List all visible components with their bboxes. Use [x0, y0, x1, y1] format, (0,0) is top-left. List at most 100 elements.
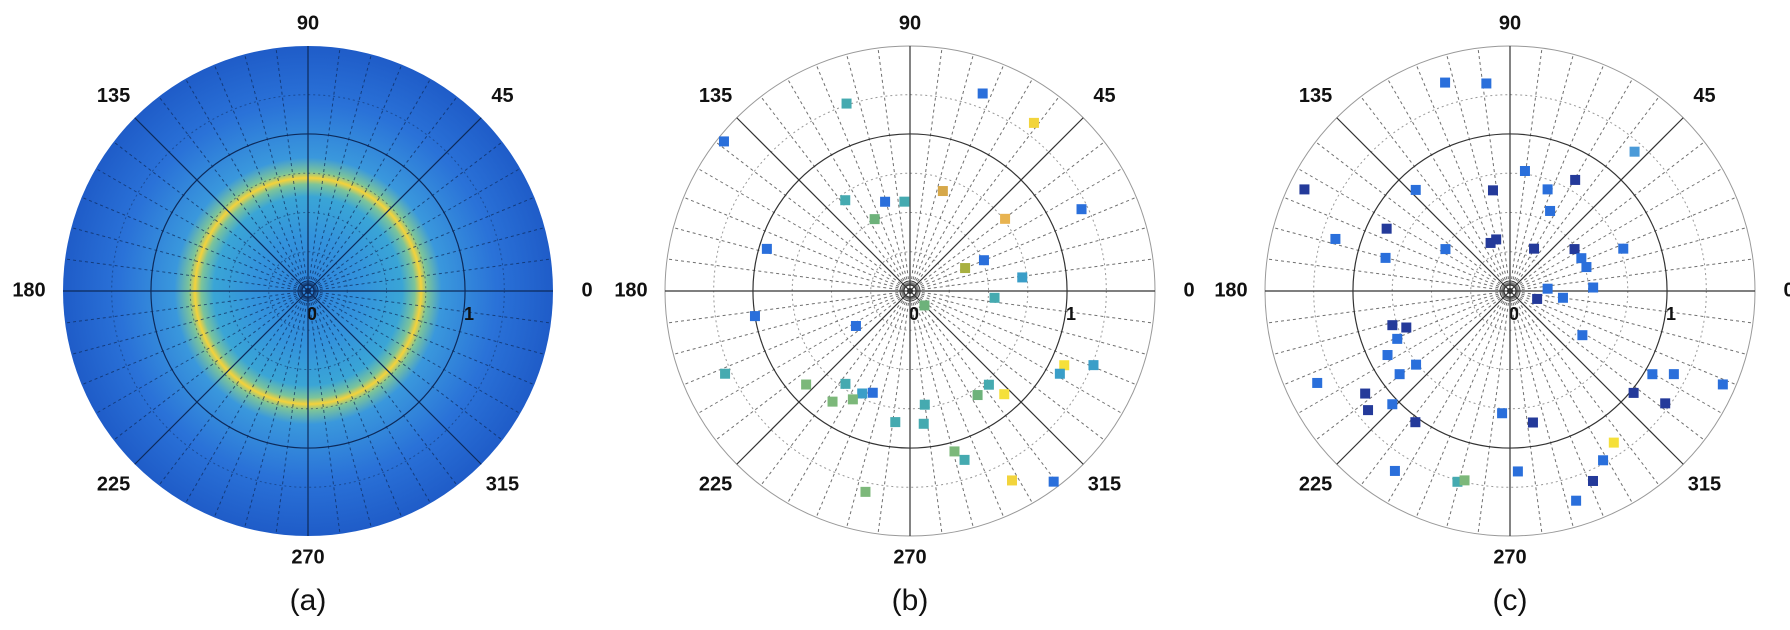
point: [1497, 408, 1508, 419]
spoke: [185, 78, 309, 292]
panel-label: (a): [290, 584, 327, 617]
spoke: [909, 227, 1147, 292]
spoke: [909, 290, 1033, 504]
spoke: [213, 290, 309, 518]
spoke: [158, 290, 309, 486]
theta-tick-label: 180: [12, 279, 45, 301]
point: [841, 98, 852, 109]
point: [1054, 368, 1065, 379]
spoke: [1509, 290, 1747, 355]
point: [1481, 78, 1492, 89]
point: [890, 417, 901, 428]
point: [1571, 495, 1582, 506]
spoke: [95, 290, 309, 414]
spoke: [1387, 78, 1511, 292]
spoke: [909, 196, 1137, 292]
r-tick-label: 1: [1666, 304, 1676, 324]
spoke: [1267, 258, 1511, 292]
theta-grid-line: [1509, 117, 1684, 292]
spoke: [113, 290, 309, 441]
spoke: [307, 290, 535, 386]
spoke: [909, 290, 1153, 324]
point: [1076, 204, 1087, 215]
spoke: [1315, 141, 1511, 292]
spoke: [760, 290, 911, 486]
theta-tick-label: 315: [1088, 474, 1121, 496]
spoke: [846, 290, 911, 528]
point: [1570, 174, 1581, 185]
spoke: [213, 64, 309, 292]
spoke: [683, 196, 911, 292]
spoke: [909, 54, 974, 292]
point: [840, 195, 851, 206]
r-tick-label: 1: [464, 304, 474, 324]
spoke: [71, 227, 309, 292]
spoke: [673, 227, 911, 292]
spoke: [1360, 96, 1511, 292]
spoke: [787, 78, 911, 292]
point: [1618, 243, 1629, 254]
theta-tick-label: 0: [1183, 279, 1194, 301]
point: [840, 378, 851, 389]
spoke: [909, 290, 1137, 386]
point: [1440, 244, 1451, 255]
spoke: [1267, 290, 1511, 324]
spoke: [909, 290, 1147, 355]
point: [1330, 233, 1341, 244]
spoke: [307, 290, 431, 504]
polar-panel: 0 1 0 45 90 135 180 225 270 315: [1214, 12, 1790, 568]
spoke: [909, 290, 1005, 518]
spoke: [307, 290, 403, 518]
spoke: [1509, 258, 1753, 292]
spoke: [815, 290, 911, 518]
spoke: [1446, 54, 1511, 292]
point: [1394, 369, 1405, 380]
spoke: [1509, 141, 1705, 292]
point: [1028, 117, 1039, 128]
theta-tick-label: 90: [1499, 12, 1521, 34]
point: [860, 486, 871, 497]
point: [761, 243, 772, 254]
spoke: [697, 168, 911, 292]
spoke: [307, 48, 341, 292]
point: [977, 88, 988, 99]
spoke: [307, 290, 372, 528]
spoke: [307, 141, 503, 292]
point: [919, 300, 930, 311]
spoke: [307, 258, 551, 292]
spoke: [1509, 290, 1723, 414]
point: [1491, 234, 1502, 245]
theta-tick-label: 45: [1693, 85, 1715, 107]
point: [1360, 388, 1371, 399]
spoke: [909, 290, 974, 528]
spoke: [307, 168, 521, 292]
spoke: [846, 54, 911, 292]
point: [1411, 359, 1422, 370]
point: [749, 311, 760, 322]
point: [983, 379, 994, 390]
point: [1629, 146, 1640, 157]
spoke: [81, 196, 309, 292]
point: [847, 394, 858, 405]
theta-tick-label: 0: [581, 279, 592, 301]
spoke: [1477, 290, 1511, 534]
point: [1487, 185, 1498, 196]
spoke: [667, 258, 911, 292]
spoke: [1415, 290, 1511, 518]
spoke: [307, 196, 535, 292]
spoke: [909, 290, 943, 534]
spoke: [307, 290, 458, 486]
spoke: [275, 290, 309, 534]
theta-grid-line: [1509, 290, 1684, 465]
spoke: [307, 227, 545, 292]
point: [801, 379, 812, 390]
point: [1380, 252, 1391, 263]
point: [1440, 77, 1451, 88]
point: [1387, 320, 1398, 331]
spoke: [1509, 290, 1705, 441]
point: [1527, 417, 1538, 428]
theta-grid-line: [736, 117, 911, 292]
spoke: [877, 48, 911, 292]
spoke: [1509, 54, 1574, 292]
panel-label: (c): [1493, 584, 1528, 617]
